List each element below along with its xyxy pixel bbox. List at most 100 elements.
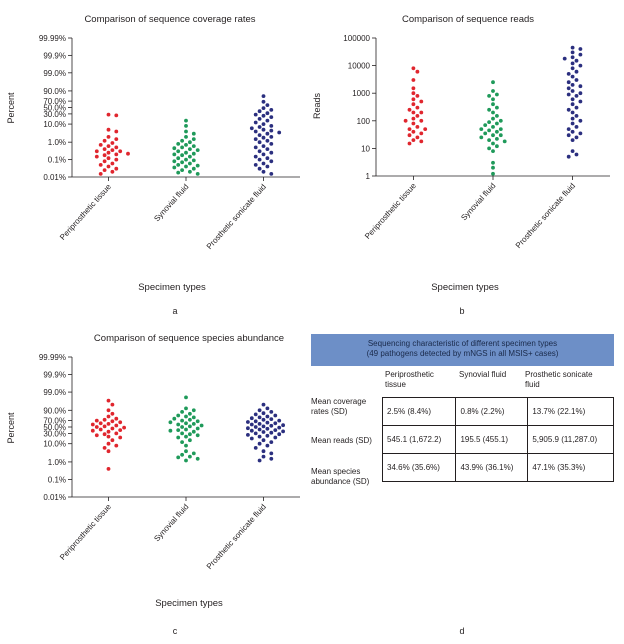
- data-point: [257, 117, 262, 121]
- data-point: [118, 420, 123, 425]
- data-point: [269, 150, 274, 155]
- data-point: [184, 443, 188, 448]
- y-tick-label: 70.0%: [43, 97, 66, 106]
- column-header-periprosthetic: Periprosthetic tissue: [385, 370, 434, 389]
- column-header-sonicate: Prosthetic sonicate fluid: [525, 370, 593, 389]
- data-point: [419, 131, 424, 136]
- data-point: [411, 138, 416, 143]
- data-point: [407, 133, 412, 138]
- data-point: [176, 149, 181, 154]
- data-point: [102, 147, 107, 152]
- data-point: [176, 413, 181, 418]
- y-tick-label: 100: [357, 117, 371, 126]
- data-point: [419, 118, 424, 123]
- data-point: [94, 149, 99, 154]
- data-point: [172, 146, 177, 151]
- data-point: [106, 441, 111, 446]
- data-point: [265, 164, 270, 169]
- data-point: [180, 418, 185, 423]
- chart-b-ylabel: Reads: [312, 92, 322, 119]
- data-point: [269, 451, 274, 456]
- data-point: [106, 127, 111, 132]
- data-point: [176, 428, 181, 432]
- data-point: [495, 129, 499, 134]
- data-point: [261, 135, 266, 140]
- data-point: [415, 105, 420, 110]
- data-point: [180, 160, 185, 165]
- chart-a-marks: 99.99% 99.9% 99.0% 90.0%70.0%50.0%30.0%10.0…: [39, 34, 300, 251]
- data-point: [188, 147, 192, 152]
- data-point: [106, 112, 111, 117]
- data-point: [570, 45, 575, 50]
- data-point: [188, 424, 192, 429]
- data-point: [106, 156, 111, 161]
- data-point: [257, 166, 262, 171]
- data-point: [495, 137, 499, 141]
- data-point: [114, 423, 119, 428]
- data-point: [273, 435, 278, 440]
- data-point: [265, 406, 270, 411]
- data-point: [106, 150, 111, 155]
- chart-a-title: Comparison of sequence coverage rates: [84, 14, 255, 25]
- data-point: [281, 423, 285, 428]
- y-tick-label: 10.0%: [43, 440, 66, 449]
- table-cell: 2.5% (8.4%): [381, 397, 457, 426]
- chart-c-title: Comparison of sequence species abundance: [94, 333, 284, 344]
- data-point: [407, 127, 412, 131]
- data-point: [94, 418, 99, 423]
- chart-c-xlabel: Specimen types: [155, 598, 223, 609]
- data-point: [110, 148, 115, 153]
- data-point: [191, 131, 196, 136]
- table-row: 545.1 (1,672.2) 195.5 (455.1) 5,905.9 (1…: [381, 425, 614, 454]
- data-point: [184, 414, 188, 419]
- data-point: [106, 422, 111, 426]
- data-point: [570, 89, 575, 93]
- data-point: [407, 141, 412, 146]
- data-point: [98, 421, 103, 426]
- data-point: [261, 417, 266, 422]
- data-point: [403, 118, 408, 123]
- data-point: [495, 144, 499, 149]
- y-tick-label: 90.0%: [43, 87, 66, 96]
- data-point: [168, 420, 173, 425]
- data-point: [261, 106, 266, 110]
- data-point: [199, 423, 204, 428]
- data-point: [90, 422, 95, 427]
- data-point: [102, 153, 107, 158]
- data-point: [261, 454, 266, 459]
- data-point: [419, 99, 424, 104]
- data-point: [172, 165, 177, 170]
- data-point: [269, 423, 274, 428]
- data-point: [102, 159, 107, 164]
- y-tick-label: 0.1%: [48, 475, 66, 484]
- data-point: [261, 424, 266, 429]
- data-point: [566, 127, 571, 131]
- data-point: [102, 417, 107, 422]
- data-point: [491, 149, 495, 154]
- data-point: [261, 161, 266, 166]
- data-point: [261, 113, 266, 118]
- x-tick-label: Periprosthetic tissue: [58, 182, 113, 242]
- data-point: [273, 413, 278, 418]
- data-point: [106, 434, 111, 439]
- data-point: [106, 144, 111, 149]
- data-point: [110, 438, 115, 443]
- data-point: [94, 433, 99, 438]
- data-point: [249, 436, 254, 441]
- data-point: [411, 97, 416, 102]
- data-point: [273, 421, 278, 426]
- data-point: [277, 418, 282, 423]
- data-point: [195, 419, 200, 424]
- y-tick-label: 70.0%: [43, 417, 66, 426]
- data-point: [578, 99, 583, 104]
- data-point: [184, 427, 188, 432]
- data-point: [188, 154, 192, 159]
- data-point: [114, 443, 119, 448]
- data-point: [491, 160, 495, 165]
- data-point: [176, 170, 181, 175]
- data-point: [487, 94, 491, 98]
- data-point: [415, 114, 420, 118]
- data-point: [184, 129, 188, 134]
- data-point: [114, 129, 119, 134]
- data-point: [118, 435, 123, 440]
